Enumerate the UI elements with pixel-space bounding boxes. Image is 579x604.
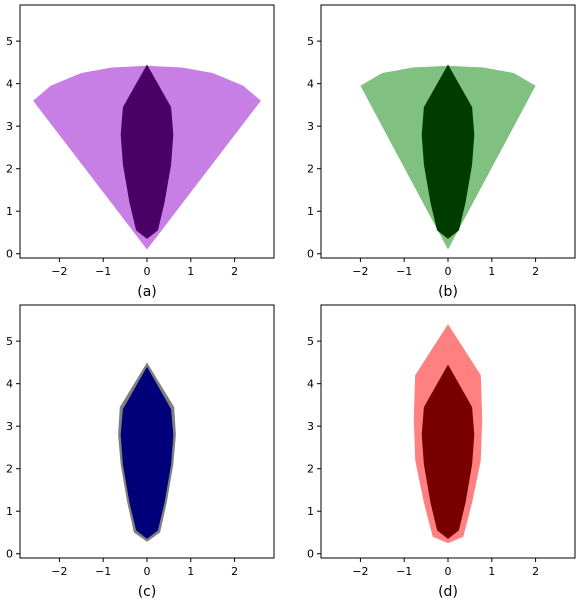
panel-b-xtick-label: 0 [445,265,452,278]
panel-c: −2 −1 0 1 2 0 1 2 3 4 5 (c) [6,304,275,600]
panel-d-ytick-label: 5 [307,335,314,348]
panel-c-xtick-label: −1 [95,565,111,578]
panel-d-ytick-label: 1 [307,505,314,518]
panel-d-body-region [421,364,475,539]
panel-b-ytick-label: 1 [307,205,314,218]
panel-c-xtick-label: 2 [231,565,238,578]
panel-b-xtick-label: −2 [352,265,368,278]
panel-a-xtick-label: 1 [187,265,194,278]
panel-c-xtick-label: −2 [51,565,67,578]
panel-c-caption: (c) [138,584,157,600]
panel-b-ytick-label: 2 [307,163,314,176]
panel-b-ytick-label: 0 [307,248,314,261]
panel-a-caption: (a) [137,284,157,300]
panel-a-xtick-label: −1 [95,265,111,278]
panel-a-ytick-label: 0 [6,248,13,261]
panel-c-xtick-label: 1 [187,565,194,578]
panel-d-xtick-label: −2 [352,565,368,578]
panel-c-ytick-label: 3 [6,420,13,433]
panel-a-xtick-label: −2 [51,265,67,278]
panel-a-xtick-label: 0 [144,265,151,278]
panel-a-ytick-label: 3 [6,120,13,133]
panel-a-ytick-label: 2 [6,163,13,176]
panel-d-xtick-label: −1 [396,565,412,578]
panel-c-ytick-label: 4 [6,378,13,391]
panel-a: −2 −1 0 1 2 0 1 2 3 4 5 (a) [6,4,275,300]
panel-c-ytick-label: 0 [6,548,13,561]
panel-d-xtick-label: 2 [532,565,539,578]
panel-b-ytick-label: 3 [307,120,314,133]
panel-b-xtick-label: −1 [396,265,412,278]
panel-b-xtick-label: 1 [488,265,495,278]
panel-d-xtick-label: 1 [488,565,495,578]
panel-b-ytick-label: 5 [307,35,314,48]
panel-d-caption: (d) [438,584,458,600]
panel-c-xtick-label: 0 [144,565,151,578]
panel-b-xtick-label: 2 [532,265,539,278]
panel-d-ytick-label: 3 [307,420,314,433]
panel-c-body-region [120,366,174,539]
panel-d-xtick-label: 0 [445,565,452,578]
panel-d: −2 −1 0 1 2 0 1 2 3 4 5 (d) [307,304,576,600]
panel-c-ytick-label: 2 [6,463,13,476]
panel-b-caption: (b) [438,284,458,300]
panel-a-ytick-label: 4 [6,78,13,91]
panel-a-ytick-label: 1 [6,205,13,218]
panel-a-ytick-label: 5 [6,35,13,48]
panel-b: −2 −1 0 1 2 0 1 2 3 4 5 (b) [307,4,576,300]
panel-d-ytick-label: 4 [307,378,314,391]
panel-a-xtick-label: 2 [231,265,238,278]
panel-b-body-region [421,64,475,239]
panel-a-body-region [120,64,174,239]
panel-c-ytick-label: 1 [6,505,13,518]
panel-c-ytick-label: 5 [6,335,13,348]
panel-d-ytick-label: 0 [307,548,314,561]
panel-b-ytick-label: 4 [307,78,314,91]
panel-d-ytick-label: 2 [307,463,314,476]
